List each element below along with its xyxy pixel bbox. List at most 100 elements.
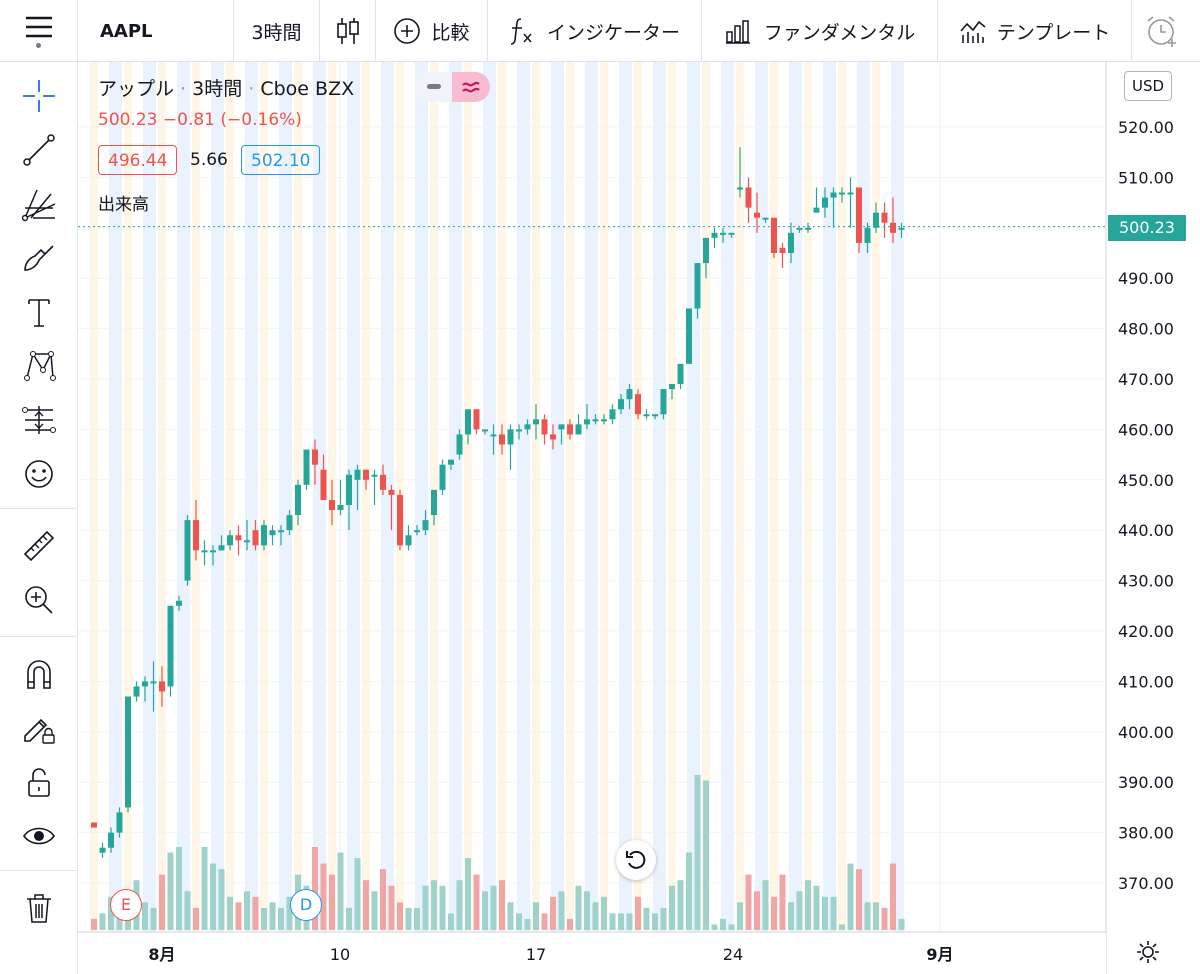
candle-body xyxy=(524,424,531,430)
indicators-label: インジケーター xyxy=(546,21,680,44)
fib-tool[interactable] xyxy=(14,182,64,226)
chart-area[interactable]: 520.00510.00500.00490.00480.00470.00460.… xyxy=(78,62,1200,974)
volume-bar xyxy=(898,918,905,930)
earnings-marker[interactable]: E xyxy=(110,889,142,921)
volume-bar xyxy=(397,902,403,930)
volume-bar xyxy=(363,880,369,930)
session-band-postmarket xyxy=(449,62,462,932)
candle-body xyxy=(669,384,675,390)
volume-bar xyxy=(720,918,726,930)
volume-bar xyxy=(320,863,327,930)
volume-bar xyxy=(167,852,174,930)
price-chart[interactable]: 520.00510.00500.00490.00480.00470.00460.… xyxy=(78,62,1200,974)
candle-body xyxy=(108,832,114,848)
volume-bar xyxy=(473,874,480,930)
fundamentals-button[interactable]: ファンダメンタル xyxy=(702,0,938,62)
price-tick-label: 450.00 xyxy=(1118,471,1174,490)
unlock-icon xyxy=(28,768,50,797)
candle-body xyxy=(703,237,709,264)
candle-body xyxy=(575,424,582,435)
volume-bar xyxy=(159,874,165,930)
candle-body xyxy=(762,217,769,220)
menu-button[interactable] xyxy=(0,0,78,62)
candle-body xyxy=(456,434,463,455)
volume-bar xyxy=(635,896,641,930)
volume-bar xyxy=(278,907,284,930)
data-problem-button[interactable] xyxy=(452,72,490,102)
drawing-toolbar xyxy=(0,62,78,974)
zoom-tool[interactable] xyxy=(14,578,64,622)
last-price-label: 500.23 xyxy=(1108,215,1186,241)
volume-bar xyxy=(346,907,352,930)
candle-body xyxy=(822,197,828,208)
price-tick-label: 510.00 xyxy=(1118,168,1174,187)
candle-body xyxy=(405,535,412,546)
volume-bar xyxy=(108,896,114,930)
volume-bar xyxy=(796,891,803,930)
candle-body xyxy=(592,419,599,422)
pattern-icon xyxy=(24,351,56,381)
volume-bar xyxy=(176,846,182,930)
candle-body xyxy=(252,530,259,546)
price-tick-label: 490.00 xyxy=(1118,269,1174,288)
price-tick-label: 440.00 xyxy=(1118,521,1174,540)
volume-bar xyxy=(490,885,497,930)
axis-settings-button[interactable] xyxy=(1128,934,1168,970)
magnet-tool[interactable] xyxy=(14,652,64,696)
interval-button[interactable]: 3時間 xyxy=(234,0,320,62)
chart-type-button[interactable] xyxy=(320,0,376,62)
ruler-tool[interactable] xyxy=(14,524,64,568)
alert-button[interactable] xyxy=(1132,0,1200,62)
crosshair-tool[interactable] xyxy=(14,74,64,118)
candle-body xyxy=(235,535,242,541)
volume-bar xyxy=(465,858,471,930)
reset-chart-button[interactable] xyxy=(616,840,656,880)
interval-label: 3時間 xyxy=(251,21,302,44)
price-tick-label: 400.00 xyxy=(1118,723,1174,742)
price-tick-label: 470.00 xyxy=(1118,370,1174,389)
trend-line-tool[interactable] xyxy=(14,128,64,172)
legend-controls[interactable] xyxy=(416,72,490,102)
session-band-premarket xyxy=(804,62,812,932)
brush-tool[interactable] xyxy=(14,236,64,280)
session-band-postmarket xyxy=(211,62,224,932)
candle-body xyxy=(227,535,233,546)
forecast-tool[interactable] xyxy=(14,398,64,442)
templates-button[interactable]: テンプレート xyxy=(938,0,1132,62)
session-band-postmarket xyxy=(517,62,530,932)
remove-drawings-tool[interactable] xyxy=(14,886,64,930)
candle-body xyxy=(609,409,616,420)
indicators-button[interactable]: インジケーター xyxy=(488,0,702,62)
currency-button[interactable]: USD xyxy=(1124,71,1172,101)
ask-price-box: 502.10 xyxy=(241,145,321,175)
function-icon xyxy=(510,18,532,45)
spread-value: 5.66 xyxy=(190,150,228,170)
time-tick-label: 9月 xyxy=(926,945,953,964)
session-band-premarket xyxy=(702,62,710,932)
volume-bar xyxy=(388,885,395,930)
visibility-tool[interactable] xyxy=(14,814,64,858)
volume-bar xyxy=(762,880,769,930)
candle-body xyxy=(91,822,97,828)
volume-legend: 出来高 xyxy=(98,195,149,215)
candle-body xyxy=(286,515,293,531)
volume-bar xyxy=(881,907,888,930)
candle-body xyxy=(533,419,539,425)
plus-circle-icon xyxy=(394,18,421,44)
dividend-marker[interactable]: D xyxy=(290,889,322,921)
volume-bar xyxy=(558,891,565,930)
volume-bar xyxy=(805,880,811,930)
emoji-tool[interactable] xyxy=(14,452,64,496)
symbol-search-button[interactable]: AAPL xyxy=(78,0,234,62)
candle-body xyxy=(176,600,182,606)
lock-drawings-tool[interactable] xyxy=(14,706,64,750)
candle-body xyxy=(856,187,862,243)
compare-button[interactable]: 比較 xyxy=(376,0,488,62)
ruler-icon xyxy=(23,530,55,562)
text-tool[interactable] xyxy=(14,290,64,334)
lock-tool[interactable] xyxy=(14,760,64,804)
candle-body xyxy=(737,187,743,190)
collapse-button[interactable] xyxy=(416,72,452,102)
pattern-tool[interactable] xyxy=(14,344,64,388)
volume-bar xyxy=(626,913,633,930)
